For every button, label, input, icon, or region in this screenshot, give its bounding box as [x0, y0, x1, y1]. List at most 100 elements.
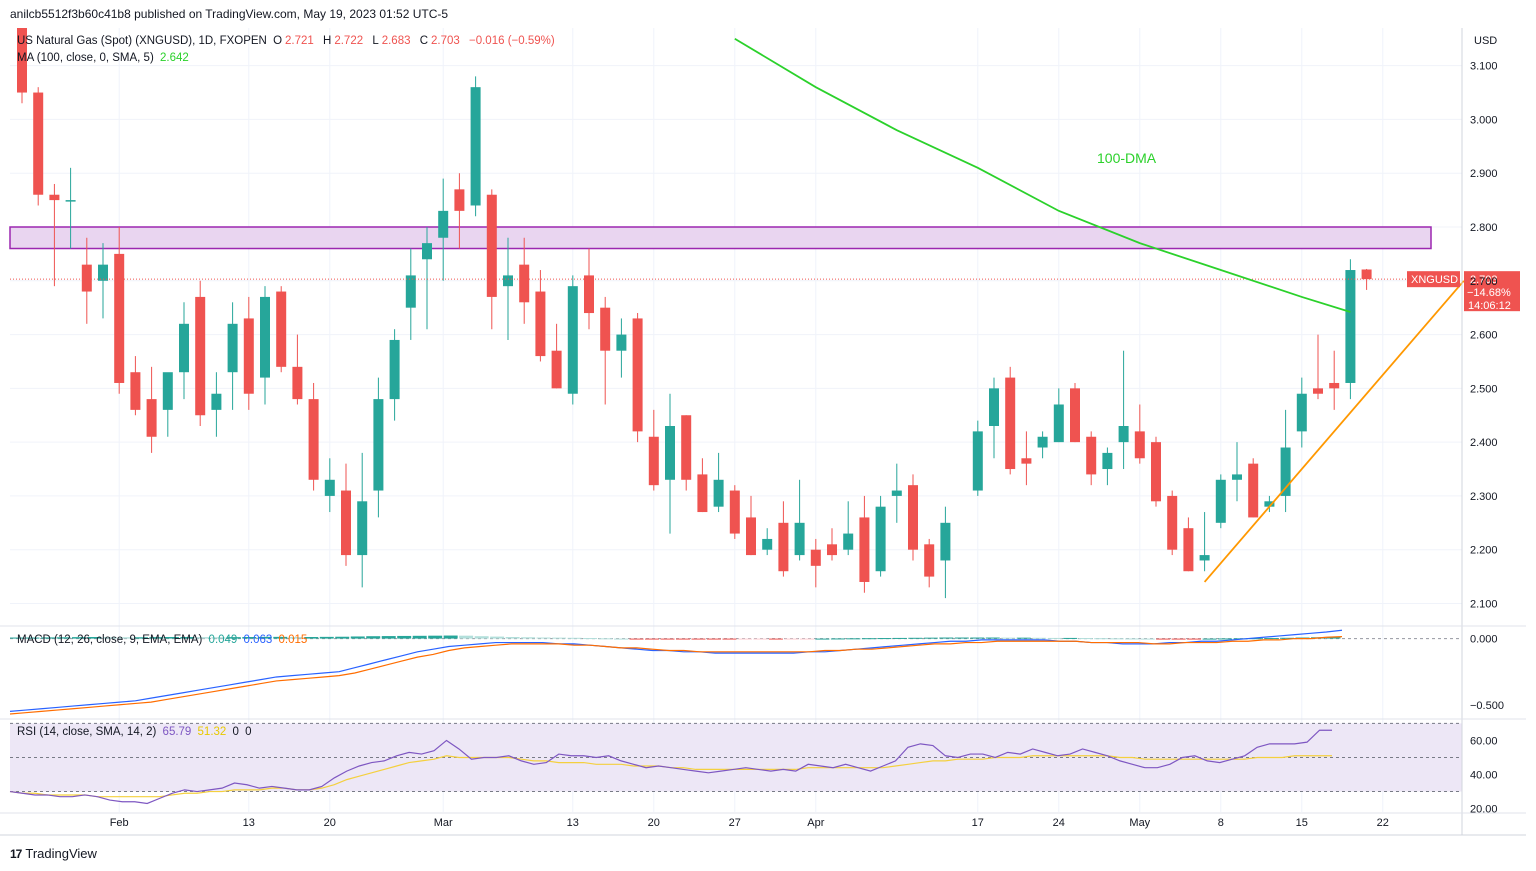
symbol-label[interactable]: US Natural Gas (Spot) (XNGUSD), 1D, FXOP… — [17, 35, 267, 47]
candle-body — [859, 517, 870, 582]
macd-histogram-bar — [335, 636, 350, 639]
candle-body — [567, 286, 578, 394]
macd-histogram-bar — [304, 637, 319, 639]
rsi-line — [9, 729, 1332, 805]
candle-body — [308, 399, 319, 480]
candle-body — [227, 323, 238, 373]
macd-histogram-bar — [846, 638, 861, 640]
macd-tick-label: −0.500 — [1470, 700, 1504, 712]
ma100-line — [734, 37, 1351, 313]
candle-body — [1118, 426, 1129, 443]
tradingview-brand[interactable]: 17 TradingView — [10, 846, 97, 861]
macd-histogram-bar — [722, 638, 737, 640]
tradingview-logo-icon: 17 — [10, 846, 22, 861]
resistance-zone-rect — [9, 226, 1432, 250]
macd-histogram-bar — [830, 638, 845, 640]
macd-histogram-bar — [164, 637, 179, 639]
rsi-label[interactable]: RSI (14, close, SMA, 14, 2) — [17, 726, 157, 738]
macd-histogram-bar — [505, 637, 520, 639]
grid-lines — [10, 28, 1462, 812]
price-tag-bg — [1464, 271, 1520, 312]
candle-body — [98, 264, 108, 281]
close-value: 2.703 — [431, 35, 460, 47]
time-tick-label: 27 — [729, 817, 741, 829]
candle-body — [324, 479, 335, 496]
candle-body — [746, 517, 756, 556]
candle-body — [243, 318, 254, 394]
macd-histogram-bar — [939, 637, 954, 639]
macd-histogram-bar — [1109, 638, 1124, 640]
macd-histogram-bar — [133, 637, 148, 639]
candle-body — [1280, 447, 1291, 496]
macd-histogram-bar — [381, 636, 396, 639]
brand-text: TradingView — [25, 846, 97, 861]
high-value: 2.722 — [334, 35, 364, 47]
macd-histogram-bar — [10, 637, 24, 639]
ma-label[interactable]: MA (100, close, 0, SMA, 5) — [17, 52, 154, 64]
candle-body — [357, 501, 368, 556]
macd-signal-line — [9, 636, 1343, 715]
candle-body — [713, 479, 724, 507]
macd-histogram-bar — [614, 638, 629, 640]
macd-histogram-bar — [1249, 638, 1264, 640]
macd-histogram-bar — [257, 636, 272, 639]
candle-body — [1248, 463, 1259, 518]
candle-body — [729, 490, 740, 534]
candle-body — [454, 189, 465, 211]
candle-body — [276, 291, 287, 367]
macd-histogram-bar — [1156, 638, 1171, 640]
candle-body — [179, 323, 189, 373]
macd-histogram-bar — [598, 638, 613, 640]
macd-histogram-bar — [660, 638, 675, 640]
candle-body — [1199, 555, 1210, 561]
macd-histogram-bar — [676, 638, 690, 640]
macd-histogram-bar — [768, 638, 783, 640]
macd-histogram-bar — [1063, 637, 1078, 639]
candle-body — [1232, 474, 1242, 480]
macd-histogram-bar — [1094, 638, 1109, 640]
candle-body — [535, 291, 546, 357]
candlestick-series — [17, 28, 1372, 599]
candle-body — [600, 307, 611, 351]
candle-body — [648, 436, 659, 486]
candle-body — [470, 87, 481, 206]
candle-body — [503, 275, 513, 287]
candle-body — [762, 538, 773, 550]
rsi-ma-value: 51.32 — [197, 726, 227, 738]
axes: USD 3.100 3.000 2.900 2.800 2.700 2.600 2.500 2.… — [0, 28, 1526, 836]
macd-histogram-bar — [226, 637, 241, 639]
candle-body — [616, 334, 627, 351]
candle-body — [33, 92, 44, 195]
candle-body — [1021, 458, 1032, 464]
macd-line-value: 0.063 — [243, 634, 273, 646]
macd-histogram-bar — [443, 635, 458, 639]
candle-body — [373, 399, 384, 491]
macd-histogram-bar — [1218, 638, 1233, 640]
candle-body — [49, 194, 60, 201]
macd-histogram-bar — [629, 638, 644, 640]
time-tick-label: 8 — [1218, 817, 1224, 829]
price-tick-label: 3.000 — [1470, 114, 1498, 126]
time-tick-label: 13 — [243, 817, 255, 829]
time-tick-label: 24 — [1053, 817, 1065, 829]
macd-histogram-bar — [706, 638, 721, 640]
candle-body — [584, 275, 594, 314]
candle-body — [1086, 436, 1097, 475]
macd-histogram-bar — [1125, 638, 1140, 640]
macd-label[interactable]: MACD (12, 26, close, 9, EMA, EMA) — [17, 634, 203, 646]
candle-body — [162, 372, 173, 410]
time-tick-label: 13 — [567, 817, 579, 829]
macd-histogram-bar — [180, 637, 195, 639]
candle-body — [827, 544, 837, 556]
macd-histogram-bar — [211, 637, 226, 639]
macd-histogram-bar — [1140, 638, 1155, 640]
rsi-pane: 60.00 40.00 20.00 — [9, 722, 1498, 816]
candle-body — [940, 522, 951, 561]
rsi-tick-label: 40.00 — [1470, 770, 1498, 782]
candle-body — [1134, 431, 1145, 459]
macd-histogram-bar — [490, 636, 505, 639]
macd-histogram-bar — [567, 637, 582, 639]
macd-histogram-bar — [784, 638, 799, 640]
